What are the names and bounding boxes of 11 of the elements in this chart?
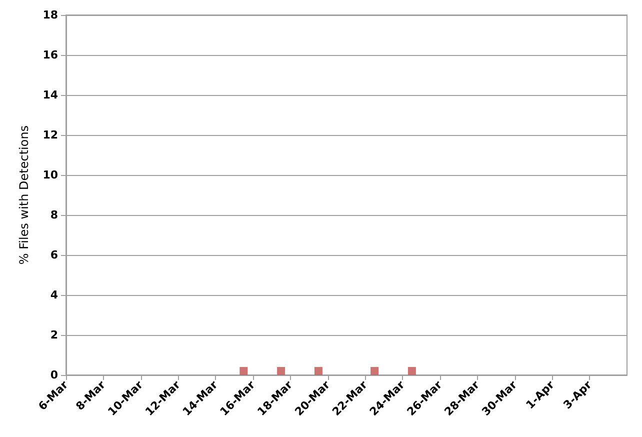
y-tick-label: 18 [42,8,58,22]
y-tick-label: 10 [42,168,58,182]
y-tick-label: 16 [42,48,58,62]
y-tick-label: 12 [42,128,58,142]
y-tick-label: 14 [42,88,58,102]
y-axis-title: % Files with Detections [17,125,31,265]
y-tick-label: 0 [50,368,58,382]
y-tick-label: 4 [50,288,58,302]
y-tick-label: 2 [50,328,58,342]
y-tick-label: 8 [50,208,58,222]
y-tick-label: 6 [50,248,58,262]
